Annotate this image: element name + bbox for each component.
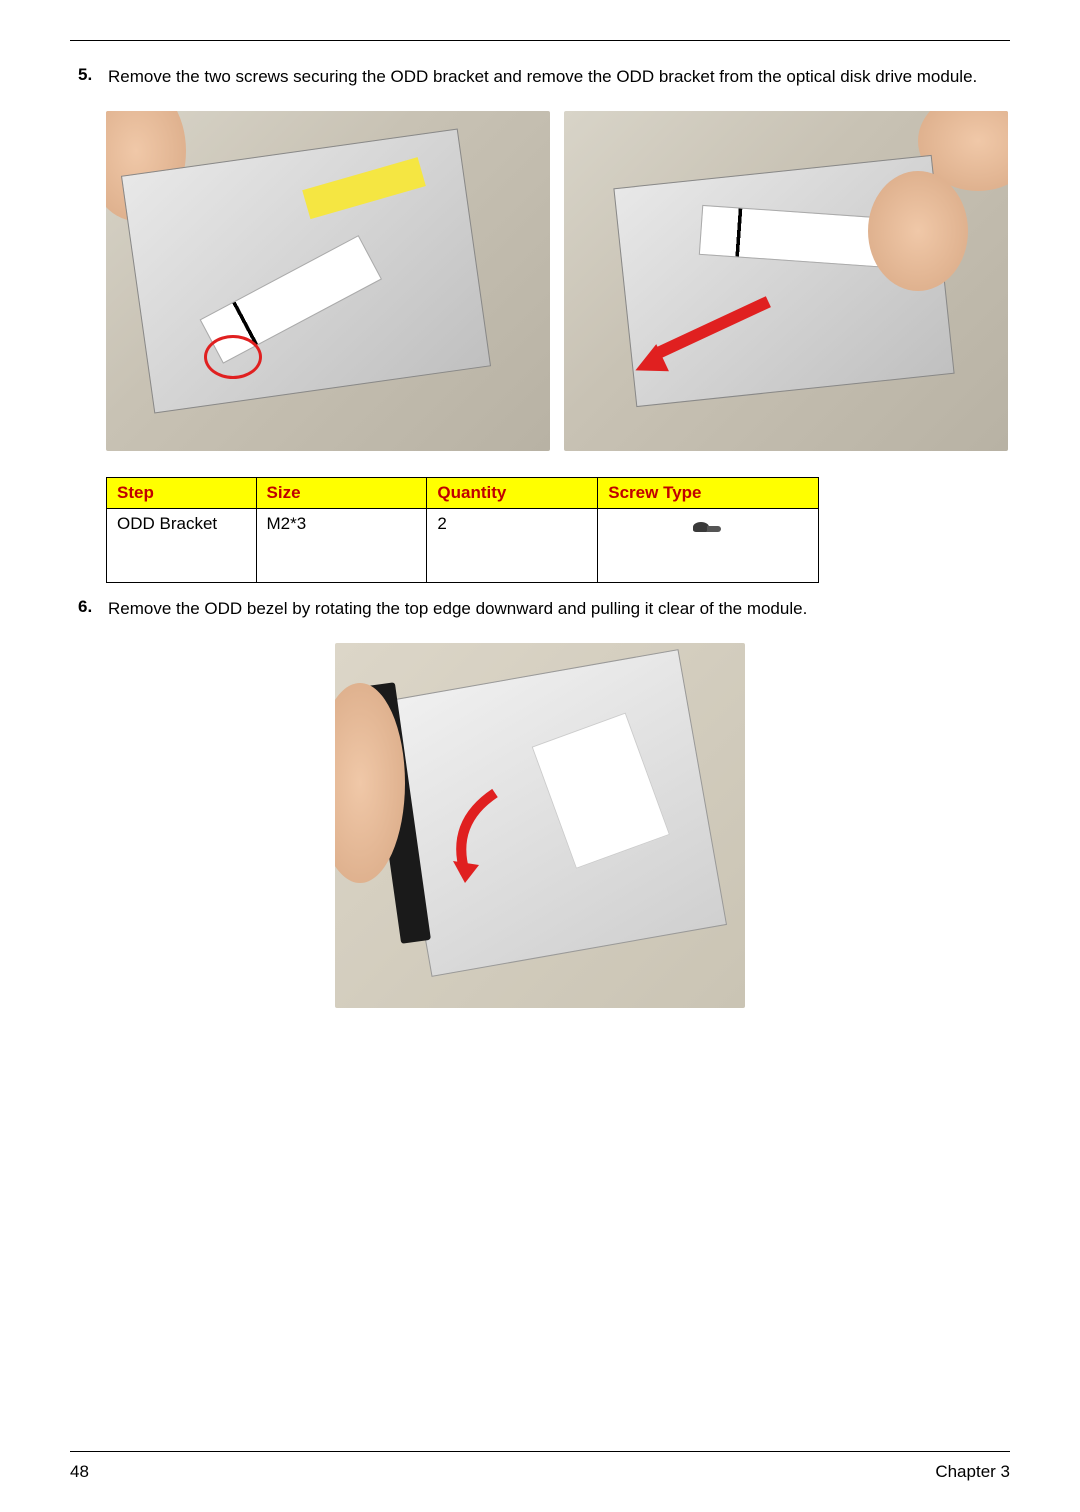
th-screw-type: Screw Type [598,477,819,508]
th-size: Size [256,477,427,508]
td-size: M2*3 [256,508,427,582]
yellow-label-illustration [302,157,426,219]
chapter-label: Chapter 3 [935,1462,1010,1482]
th-step: Step [107,477,257,508]
screw-highlight-circle [204,335,262,379]
screw-table: Step Size Quantity Screw Type ODD Bracke… [106,477,819,583]
photo-odd-bracket-remove [564,111,1008,451]
step-6-text: Remove the ODD bezel by rotating the top… [108,597,807,621]
step-6: 6. Remove the ODD bezel by rotating the … [70,597,1010,621]
barcode-label-illustration [699,205,882,267]
table-row: ODD Bracket M2*3 2 [107,508,819,582]
photo-odd-bezel [335,643,745,1008]
td-screw-type [598,508,819,582]
th-quantity: Quantity [427,477,598,508]
hand-illustration [868,171,968,291]
page-number: 48 [70,1462,89,1482]
step-5-number: 5. [78,65,102,89]
screw-icon [691,514,725,542]
odd-module-illustration [121,128,491,413]
step-6-number: 6. [78,597,102,621]
rotation-arrow-icon [435,783,525,898]
photo-odd-screws [106,111,550,451]
top-rule [70,40,1010,41]
step-6-image-wrap [70,643,1010,1008]
step-5-images [106,111,1010,451]
td-quantity: 2 [427,508,598,582]
step-5-text: Remove the two screws securing the ODD b… [108,65,977,89]
table-header-row: Step Size Quantity Screw Type [107,477,819,508]
step-5: 5. Remove the two screws securing the OD… [70,65,1010,89]
td-step: ODD Bracket [107,508,257,582]
page-footer: 48 Chapter 3 [70,1451,1010,1482]
barcode-label-illustration [532,712,670,868]
page-container: 5. Remove the two screws securing the OD… [0,0,1080,1512]
